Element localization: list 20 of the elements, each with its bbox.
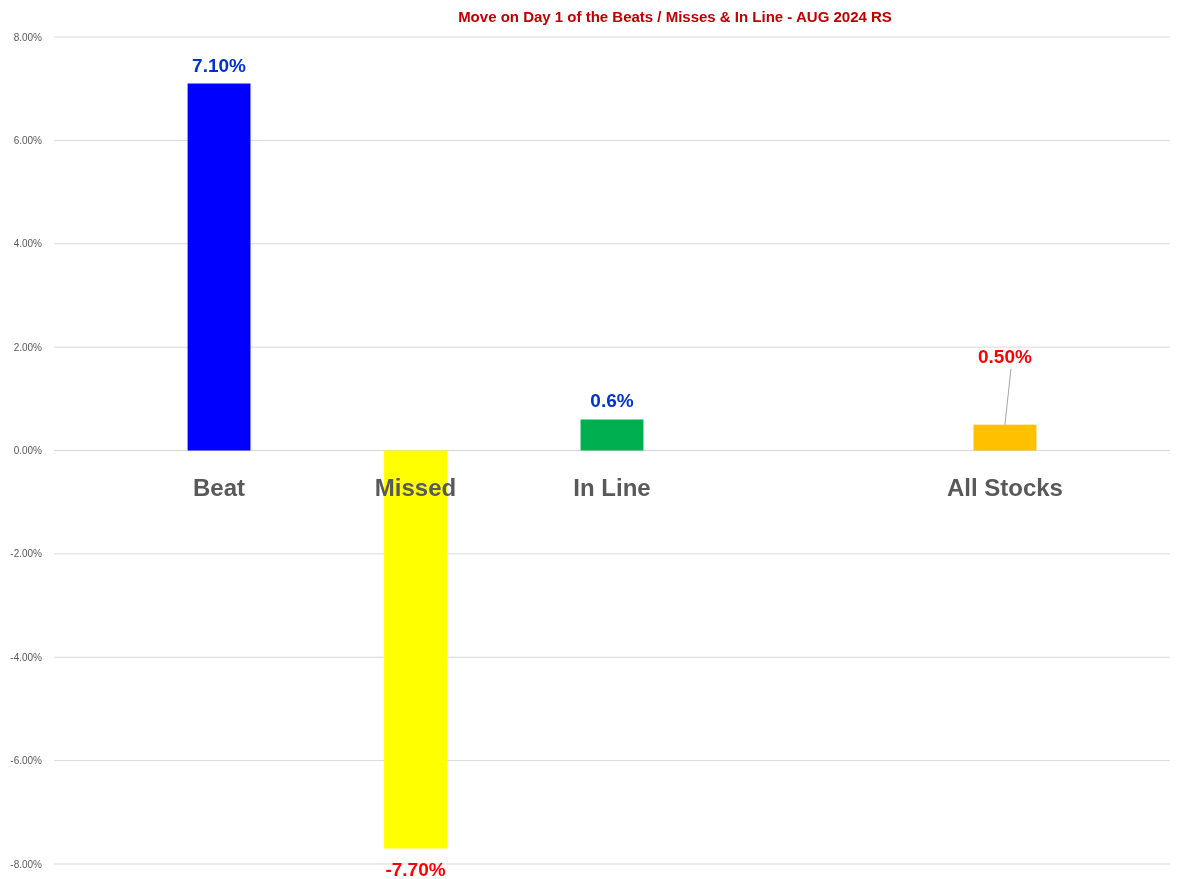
y-tick-label: 0.00% [13,445,43,456]
y-tick-label: -6.00% [10,755,43,767]
data-label: -7.70% [385,859,446,879]
y-tick-label: -4.00% [10,651,43,663]
bar [580,419,644,451]
x-tick-label: All Stocks [946,473,1063,501]
data-label: 0.6% [590,390,634,412]
y-tick-label: -2.00% [10,548,43,560]
chart-title: Move on Day 1 of the Beats / Misses & In Line - AUG 2024 RS [458,8,892,25]
x-tick-label: Beat [193,473,246,501]
y-tick-label: 6.00% [13,134,43,146]
y-tick-label: 4.00% [13,238,43,250]
data-label: 7.10% [192,54,247,76]
y-tick-label: 8.00% [13,31,43,43]
y-tick-label: 2.00% [13,341,43,353]
y-tick-label: -8.00% [10,858,43,870]
x-tick-label: In Line [573,473,651,501]
bar [973,424,1037,451]
bar [187,83,251,451]
data-label: 0.50% [978,345,1032,367]
